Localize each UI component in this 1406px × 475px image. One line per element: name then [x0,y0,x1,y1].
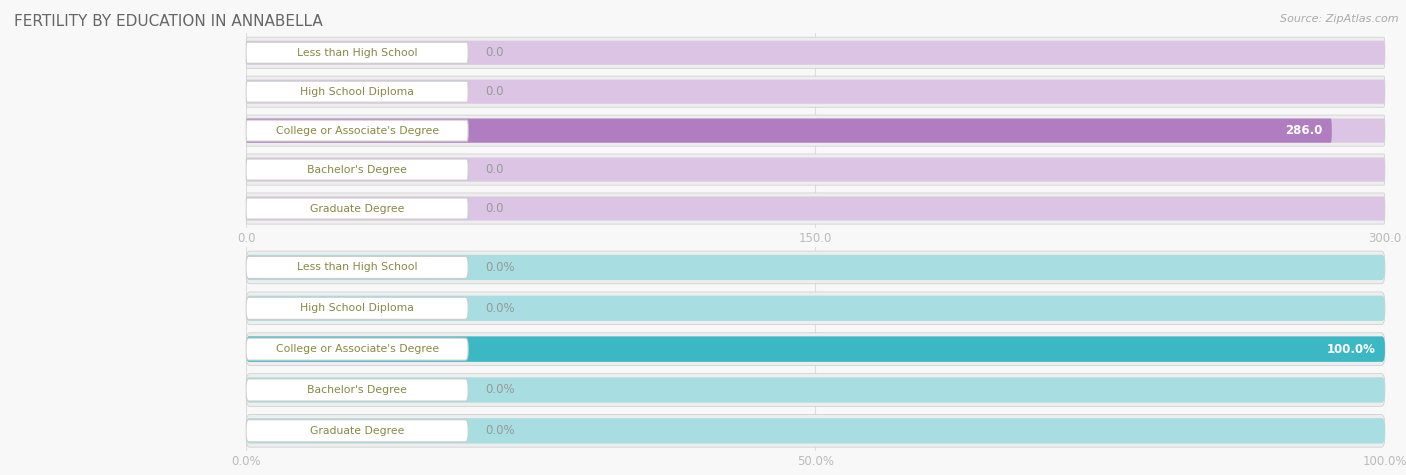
Text: Graduate Degree: Graduate Degree [309,426,405,436]
FancyBboxPatch shape [246,197,1385,220]
Text: Graduate Degree: Graduate Degree [309,203,405,214]
FancyBboxPatch shape [246,377,1385,403]
Text: 0.0: 0.0 [485,202,503,215]
Text: Source: ZipAtlas.com: Source: ZipAtlas.com [1281,14,1399,24]
FancyBboxPatch shape [246,198,468,219]
Text: Bachelor's Degree: Bachelor's Degree [307,385,406,395]
FancyBboxPatch shape [246,251,1385,284]
FancyBboxPatch shape [246,415,1385,447]
FancyBboxPatch shape [246,297,468,319]
Text: FERTILITY BY EDUCATION IN ANNABELLA: FERTILITY BY EDUCATION IN ANNABELLA [14,14,323,29]
Text: High School Diploma: High School Diploma [299,86,413,97]
Text: College or Associate's Degree: College or Associate's Degree [276,125,439,136]
FancyBboxPatch shape [246,420,468,442]
FancyBboxPatch shape [246,379,468,401]
Text: 0.0: 0.0 [485,85,503,98]
FancyBboxPatch shape [246,42,468,63]
FancyBboxPatch shape [246,338,468,360]
FancyBboxPatch shape [246,80,1385,104]
Text: 0.0%: 0.0% [485,424,515,437]
FancyBboxPatch shape [246,154,1385,185]
FancyBboxPatch shape [246,81,468,102]
Text: 0.0: 0.0 [485,163,503,176]
FancyBboxPatch shape [246,76,1385,107]
Text: 0.0%: 0.0% [485,383,515,397]
Text: Less than High School: Less than High School [297,48,418,58]
Text: Bachelor's Degree: Bachelor's Degree [307,164,406,175]
FancyBboxPatch shape [246,292,1385,324]
FancyBboxPatch shape [246,333,1385,365]
FancyBboxPatch shape [246,336,1385,362]
FancyBboxPatch shape [246,41,1385,65]
FancyBboxPatch shape [246,159,468,180]
Text: Less than High School: Less than High School [297,262,418,273]
Text: 286.0: 286.0 [1285,124,1323,137]
FancyBboxPatch shape [246,295,1385,321]
FancyBboxPatch shape [246,255,1385,280]
FancyBboxPatch shape [246,256,468,278]
FancyBboxPatch shape [246,120,468,141]
Text: High School Diploma: High School Diploma [299,303,413,314]
Text: 0.0: 0.0 [485,46,503,59]
FancyBboxPatch shape [246,119,1331,142]
FancyBboxPatch shape [246,37,1385,68]
Text: 0.0%: 0.0% [485,261,515,274]
FancyBboxPatch shape [246,336,1385,362]
FancyBboxPatch shape [246,158,1385,181]
FancyBboxPatch shape [246,418,1385,444]
FancyBboxPatch shape [246,374,1385,406]
FancyBboxPatch shape [246,115,1385,146]
FancyBboxPatch shape [246,193,1385,224]
Text: College or Associate's Degree: College or Associate's Degree [276,344,439,354]
Text: 100.0%: 100.0% [1327,342,1376,356]
FancyBboxPatch shape [246,119,1385,142]
Text: 0.0%: 0.0% [485,302,515,315]
